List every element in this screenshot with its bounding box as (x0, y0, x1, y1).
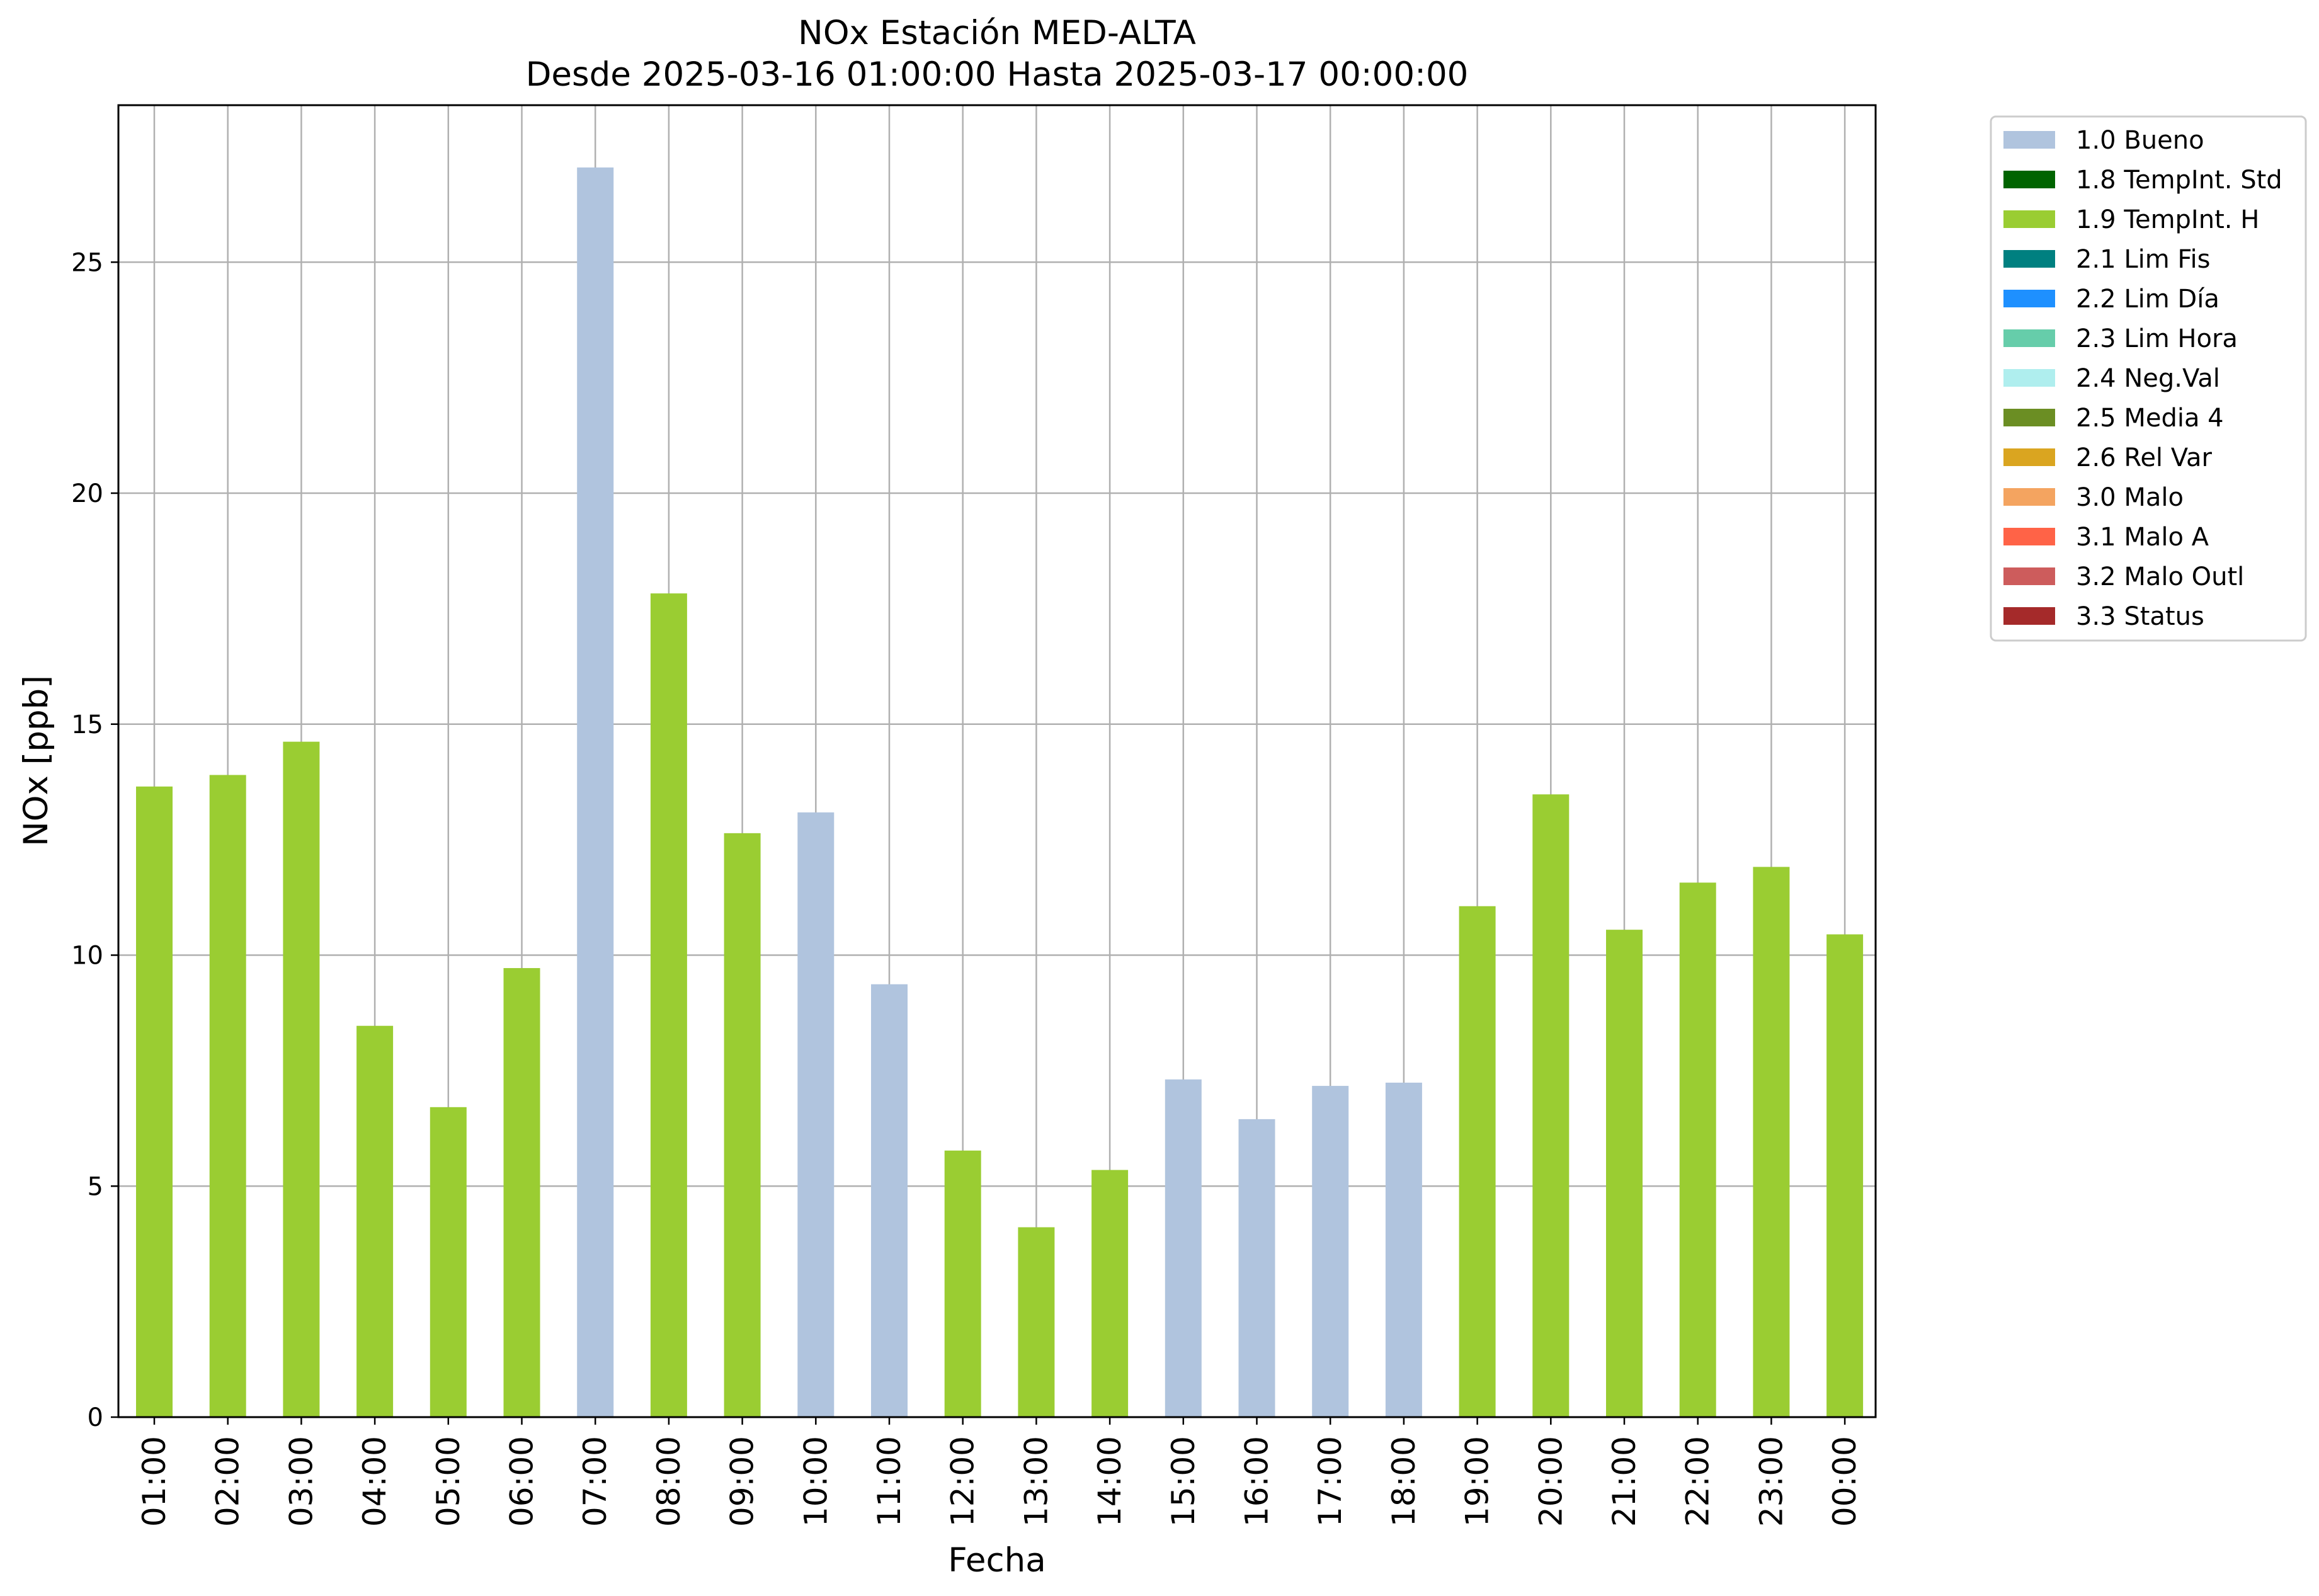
bar-0500 (430, 1107, 467, 1417)
bar-2100 (1606, 930, 1643, 1417)
x-tick-label: 13:00 (1018, 1436, 1054, 1527)
bar-1700 (1312, 1086, 1349, 1417)
legend-label: 3.2 Malo Outl (2076, 562, 2244, 591)
bar-1500 (1165, 1079, 1202, 1417)
plot-frame (117, 104, 1877, 1418)
legend-label: 3.1 Malo A (2076, 523, 2209, 552)
y-tick-label: 5 (88, 1172, 103, 1201)
legend-swatch (2003, 250, 2055, 268)
legend-frame (1990, 115, 2307, 642)
x-tick-label: 12:00 (945, 1436, 981, 1527)
y-axis-label: NOx [ppb] (17, 675, 55, 846)
bar-0700 (577, 167, 614, 1417)
legend-swatch (2003, 528, 2055, 545)
x-tick-label: 22:00 (1680, 1436, 1716, 1527)
chart-subtitle: Desde 2025-03-16 01:00:00 Hasta 2025-03-… (526, 55, 1469, 94)
x-tick-label: 19:00 (1459, 1436, 1496, 1527)
x-tick-label: 10:00 (797, 1436, 834, 1527)
x-tick-label: 23:00 (1753, 1436, 1789, 1527)
legend-label: 2.2 Lim Día (2076, 285, 2219, 314)
chart-title: NOx Estación MED-ALTA (798, 14, 1196, 52)
bar-2300 (1753, 867, 1790, 1417)
y-axis: 0 5 10 15 20 25 (71, 248, 118, 1432)
legend-swatch (2003, 131, 2055, 149)
x-tick-label: 02:00 (210, 1436, 246, 1527)
bar-0600 (503, 968, 540, 1417)
bar-0300 (283, 741, 320, 1417)
bar-1600 (1238, 1119, 1275, 1417)
bar-0900 (724, 833, 761, 1417)
legend-label: 2.1 Lim Fis (2076, 245, 2210, 274)
legend-swatch (2003, 448, 2055, 466)
bar-0400 (356, 1025, 394, 1417)
bar-1000 (797, 812, 835, 1417)
bar-1200 (944, 1150, 981, 1417)
x-tick-label: 16:00 (1239, 1436, 1275, 1527)
legend-label: 2.5 Media 4 (2076, 404, 2224, 433)
bar-0100 (136, 786, 173, 1417)
bar-1900 (1459, 906, 1496, 1417)
legend-label: 2.4 Neg.Val (2076, 364, 2220, 393)
bar-0200 (209, 775, 246, 1417)
x-tick-label: 05:00 (430, 1436, 467, 1527)
bar-2000 (1532, 794, 1570, 1417)
x-tick-label: 20:00 (1532, 1436, 1569, 1527)
legend-swatch (2003, 488, 2055, 506)
legend-swatch (2003, 567, 2055, 585)
y-tick-label: 0 (88, 1403, 103, 1432)
bar-1400 (1091, 1170, 1129, 1417)
x-tick-label: 04:00 (356, 1436, 393, 1527)
legend-label: 3.0 Malo (2076, 483, 2184, 512)
x-tick-label: 08:00 (651, 1436, 687, 1527)
x-tick-label: 07:00 (577, 1436, 613, 1527)
bar-1800 (1385, 1082, 1422, 1417)
legend-swatch (2003, 369, 2055, 387)
legend-label: 1.0 Bueno (2076, 126, 2204, 155)
legend-swatch (2003, 409, 2055, 426)
x-tick-label: 15:00 (1165, 1436, 1202, 1527)
legend-label: 3.3 Status (2076, 602, 2204, 631)
legend-label: 1.8 TempInt. Std (2076, 166, 2282, 195)
legend: 1.0 Bueno 1.8 TempInt. Std 1.9 TempInt. H 2… (1990, 115, 2307, 642)
legend-swatch (2003, 290, 2055, 307)
bar-1300 (1018, 1227, 1055, 1417)
legend-swatch (2003, 210, 2055, 228)
legend-swatch (2003, 329, 2055, 347)
x-axis-label: Fecha (948, 1541, 1046, 1580)
x-tick-label: 01:00 (136, 1436, 173, 1527)
x-tick-label: 21:00 (1606, 1436, 1643, 1527)
x-tick-label: 11:00 (871, 1436, 908, 1527)
x-tick-label: 03:00 (283, 1436, 319, 1527)
x-tick-label: 06:00 (504, 1436, 540, 1527)
legend-swatch (2003, 607, 2055, 625)
x-tick-label: 00:00 (1826, 1436, 1863, 1527)
legend-label: 1.9 TempInt. H (2076, 205, 2259, 234)
legend-label: 2.6 Rel Var (2076, 443, 2213, 472)
legend-label: 2.3 Lim Hora (2076, 324, 2238, 353)
bar-0800 (650, 593, 687, 1418)
bar-2200 (1679, 882, 1716, 1417)
y-tick-label: 15 (71, 710, 103, 739)
bars (136, 167, 1864, 1418)
legend-items: 1.0 Bueno 1.8 TempInt. Std 1.9 TempInt. H 2… (2003, 126, 2282, 631)
y-tick-label: 20 (71, 479, 103, 508)
x-tick-label: 09:00 (724, 1436, 761, 1527)
y-tick-label: 10 (71, 942, 103, 971)
x-tick-label: 14:00 (1091, 1436, 1128, 1527)
legend-swatch (2003, 171, 2055, 188)
bar-0000 (1826, 934, 1864, 1417)
x-tick-label: 17:00 (1312, 1436, 1348, 1527)
x-axis: 01:00 02:00 03:00 04:00 05:00 06:00 07:00 08:00… (136, 1417, 1863, 1527)
bar-1100 (871, 984, 908, 1417)
x-tick-label: 18:00 (1386, 1436, 1422, 1527)
y-tick-label: 25 (71, 248, 103, 277)
